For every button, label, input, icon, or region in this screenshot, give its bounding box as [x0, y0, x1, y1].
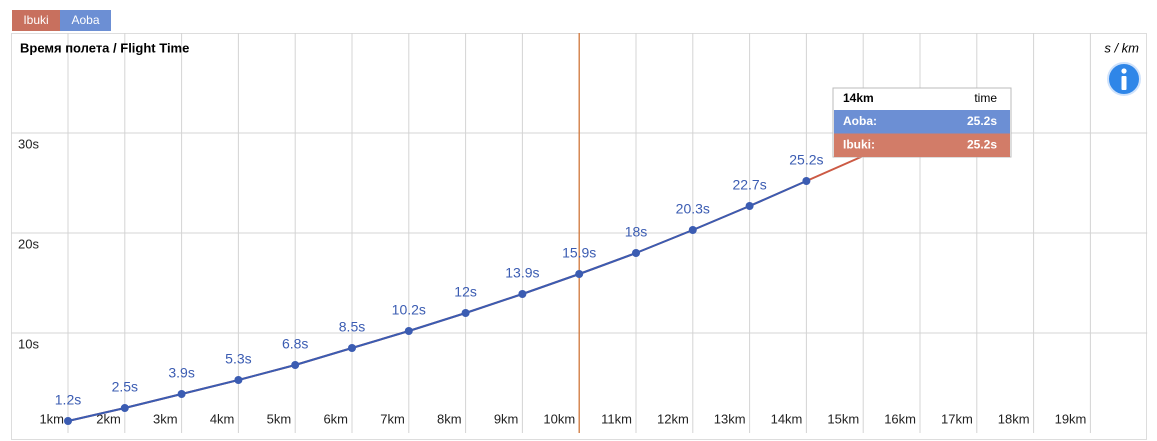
data-label: 8.5s [339, 319, 365, 335]
tab-bar: Ibuki Aoba [12, 10, 111, 31]
data-label: 2.5s [112, 379, 138, 395]
x-tick-label: 4km [210, 411, 235, 426]
chart-title: Время полета / Flight Time [20, 40, 189, 55]
x-tick-label: 13km [714, 411, 746, 426]
plot: 1.2s 2.5s 3.9s 5.3s 6.8s 8.5s 10.2s 12s 13.9s 15.… [55, 152, 864, 425]
data-point [632, 249, 640, 257]
data-point [404, 327, 413, 335]
tooltip-name: Aoba: [843, 114, 877, 128]
data-label: 13.9s [505, 265, 539, 281]
tab-label: Aoba [71, 13, 99, 27]
x-tick-label: 7km [380, 411, 405, 426]
tab[interactable] [12, 10, 60, 31]
series-line [67, 180, 807, 422]
x-tick-label: 14km [771, 411, 803, 426]
unit-label: s / km [1104, 40, 1139, 55]
y-tick-label: 10s [18, 336, 39, 351]
tooltip-name: Ibuki: [843, 138, 875, 152]
tooltip-title: 14km [843, 91, 874, 105]
tooltip-column: time [974, 91, 997, 105]
data-point [688, 226, 697, 234]
info-icon[interactable] [1107, 62, 1141, 96]
data-label: 3.9s [168, 365, 194, 381]
x-tick-label: 2km [96, 411, 121, 426]
y-tick-label: 30s [18, 136, 39, 151]
data-label: 10.2s [392, 302, 426, 318]
x-tick-label: 10km [543, 411, 575, 426]
data-label: 12s [454, 284, 477, 300]
x-tick-label: 15km [827, 411, 859, 426]
x-tick-label: 1km [39, 411, 64, 426]
x-tick-label: 9km [494, 411, 519, 426]
tooltip-value: 25.2s [967, 138, 997, 152]
y-tick-label: 20s [18, 236, 39, 251]
x-tick-label: 16km [884, 411, 916, 426]
data-point [291, 361, 300, 369]
data-label: 20.3s [676, 201, 710, 217]
data-point [802, 177, 811, 185]
x-tick-label: 18km [998, 411, 1030, 426]
x-tick-label: 8km [437, 411, 462, 426]
data-label: 6.8s [282, 336, 308, 352]
x-tick-label: 5km [267, 411, 292, 426]
data-label: 22.7s [732, 177, 766, 193]
data-point [177, 390, 186, 398]
tooltip: 14km time Aoba: 25.2s Ibuki: 25.2s [832, 87, 1012, 158]
tab-label: Ibuki [23, 13, 48, 27]
tooltip-row [834, 133, 1010, 157]
tab[interactable] [60, 10, 111, 31]
data-label: 5.3s [225, 351, 251, 367]
x-tick-label: 19km [1055, 411, 1087, 426]
data-point [575, 270, 584, 278]
x-tick-label: 3km [153, 411, 178, 426]
data-point [518, 290, 527, 298]
x-tick-label: 6km [323, 411, 348, 426]
data-point [234, 376, 243, 384]
tooltip-value: 25.2s [967, 114, 997, 128]
data-label: 1.2s [55, 392, 81, 408]
data-point [120, 404, 129, 412]
data-point [64, 417, 72, 425]
data-label: 18s [625, 224, 648, 240]
x-tick-label: 17km [941, 411, 973, 426]
data-point [348, 344, 356, 352]
tooltip-row [834, 110, 1010, 134]
data-label: 25.2s [789, 152, 823, 168]
data-point [745, 202, 754, 210]
x-tick-label: 12km [657, 411, 689, 426]
data-point [461, 309, 470, 317]
x-tick-label: 11km [601, 411, 632, 426]
data-label: 15.9s [562, 245, 596, 261]
